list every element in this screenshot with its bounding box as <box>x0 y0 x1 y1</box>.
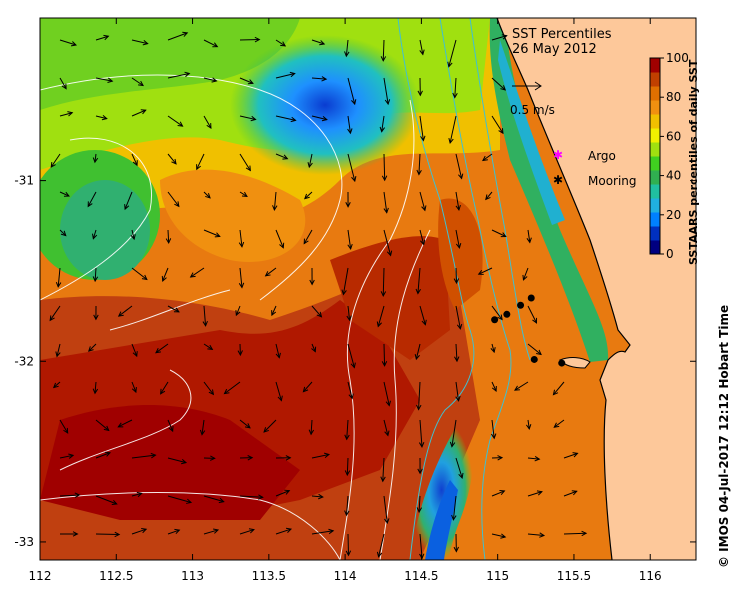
colorbar-tick-label: 40 <box>666 169 681 183</box>
colorbar-segment <box>650 86 660 101</box>
x-tick-label: 112 <box>29 569 52 583</box>
colorbar-segment <box>650 100 660 115</box>
map-title: SST Percentiles <box>512 27 612 42</box>
mooring-symbol: ✱ <box>553 173 563 187</box>
mooring-point <box>491 316 498 323</box>
x-tick-label: 115 <box>486 569 509 583</box>
x-tick-label: 113.5 <box>252 569 286 583</box>
map-date: 26 May 2012 <box>512 42 597 57</box>
colorbar-segment <box>650 240 660 255</box>
x-tick-label: 115.5 <box>557 569 591 583</box>
mooring-point <box>558 360 565 367</box>
mooring-point <box>517 302 524 309</box>
y-tick-label: -32 <box>14 354 34 368</box>
colorbar-segment <box>650 198 660 213</box>
colorbar-segment <box>650 170 660 185</box>
x-tick-label: 116 <box>639 569 662 583</box>
colorbar-segment <box>650 142 660 157</box>
x-tick-label: 114 <box>334 569 357 583</box>
colorbar-segment <box>650 58 660 73</box>
x-tick-label: 114.5 <box>404 569 438 583</box>
colorbar-tick-label: 20 <box>666 208 681 222</box>
colorbar-segment <box>650 184 660 199</box>
colorbar-segment <box>650 114 660 129</box>
argo-symbol: ✱ <box>553 148 563 162</box>
mooring-point <box>528 295 535 302</box>
y-tick-label: -31 <box>14 174 34 188</box>
legend-mooring-label: Mooring <box>588 174 637 188</box>
colorbar-segment <box>650 72 660 87</box>
sst-field <box>30 18 696 560</box>
colorbar-segment <box>650 226 660 241</box>
colorbar-label: SSTAARS percentiles of daily SST <box>687 59 700 265</box>
credit-text: © IMOS 04-Jul-2017 12:12 Hobart Time <box>717 305 731 568</box>
colorbar-tick-label: 100 <box>666 51 689 65</box>
y-tick-label: -33 <box>14 535 34 549</box>
scale-arrow-label: 0.5 m/s <box>510 103 555 117</box>
mooring-point <box>503 311 510 318</box>
colorbar-segment <box>650 156 660 171</box>
colorbar-tick-label: 80 <box>666 90 681 104</box>
colorbar-tick-label: 0 <box>666 247 674 261</box>
colorbar-tick-label: 60 <box>666 129 681 143</box>
legend-argo-label: Argo <box>588 149 616 163</box>
colorbar-segment <box>650 128 660 143</box>
colorbar-segment <box>650 212 660 227</box>
x-tick-label: 113 <box>181 569 204 583</box>
mooring-point <box>531 356 538 363</box>
x-tick-label: 112.5 <box>99 569 133 583</box>
